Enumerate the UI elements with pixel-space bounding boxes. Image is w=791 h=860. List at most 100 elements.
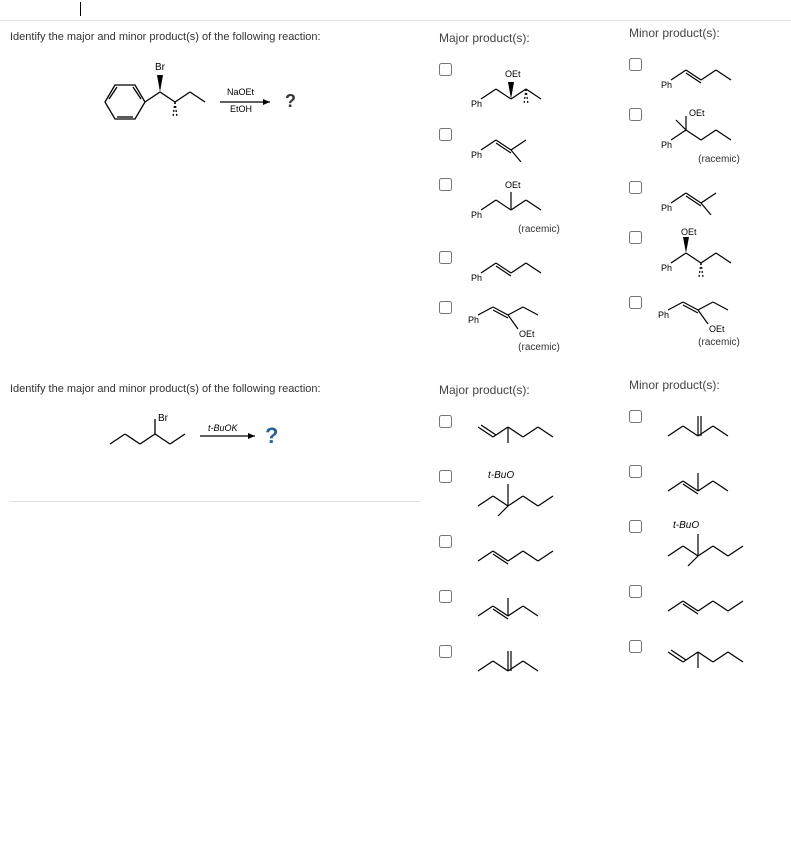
q2-minor-title: Minor product(s): (629, 378, 785, 392)
q2-prompt: Identify the major and minor product(s) … (10, 383, 420, 395)
q2-minor-check-5[interactable] (629, 640, 642, 653)
q2-reaction-svg: Br t-BuOK ? (100, 409, 330, 459)
q2-minor-opt-4 (625, 579, 785, 624)
q2-major-check-2[interactable] (439, 470, 452, 483)
svg-text:Ph: Ph (471, 150, 482, 160)
q2-major-opt-3 (435, 529, 615, 574)
q2-major-col: Major product(s): t-BuO (430, 373, 620, 704)
svg-text:Ph: Ph (471, 99, 482, 109)
q1-minor-opt-5: Ph OEt (racemic) (625, 290, 785, 348)
q2-minor-check-2[interactable] (629, 465, 642, 478)
q1-major-col: Major product(s): Ph OEt (430, 21, 620, 373)
q2-minor-opt-3: t-BuO (625, 514, 785, 569)
q1-minor-check-2[interactable] (629, 108, 642, 121)
svg-text:OEt: OEt (505, 180, 521, 190)
q1-minor-col: Minor product(s): Ph (620, 21, 790, 373)
q1-major-3-racemic: (racemic) (463, 224, 615, 235)
q1-minor-check-1[interactable] (629, 58, 642, 71)
q2-reaction: Br t-BuOK ? (10, 401, 420, 471)
q2-minor-struct-3: t-BuO (653, 514, 785, 569)
q2-minor-opt-5 (625, 634, 785, 679)
q1-br-label: Br (155, 62, 166, 73)
svg-text:Ph: Ph (468, 315, 479, 325)
q1-reaction: Br NaOEt EtOH ? (10, 49, 420, 149)
q2-major-title: Major product(s): (439, 383, 615, 397)
q1-minor-struct-4: Ph OEt (653, 225, 785, 280)
q1-major-5-racemic: (racemic) (463, 342, 615, 353)
q1-major-opt-5: Ph OEt (racemic) (435, 295, 615, 353)
q1-minor-struct-1: Ph (653, 52, 785, 92)
q1-major-opt-4: Ph (435, 245, 615, 285)
q2-minor-opt-2 (625, 459, 785, 504)
svg-text:t-BuO: t-BuO (673, 520, 699, 531)
q1-reaction-svg: Br NaOEt EtOH ? (85, 57, 345, 137)
svg-text:Ph: Ph (658, 310, 669, 320)
q1-reagent-top: NaOEt (227, 87, 255, 97)
svg-text:OEt: OEt (689, 108, 705, 118)
q2-minor-check-1[interactable] (629, 410, 642, 423)
q2-qmark: ? (265, 423, 278, 448)
q2-major-check-3[interactable] (439, 535, 452, 548)
q1-major-struct-4: Ph (463, 245, 615, 285)
q2-minor-struct-5 (653, 634, 785, 679)
q2-minor-check-3[interactable] (629, 520, 642, 533)
q1-major-struct-3: Ph OEt (racemic) (463, 172, 615, 235)
svg-text:Ph: Ph (661, 80, 672, 90)
q1-prompt: Identify the major and minor product(s) … (10, 31, 420, 43)
q2-major-struct-3 (463, 529, 615, 574)
q1-minor-struct-2: Ph OEt (racemic) (653, 102, 785, 165)
text-cursor (80, 2, 81, 16)
svg-text:Ph: Ph (471, 273, 482, 283)
q1-minor-opt-2: Ph OEt (racemic) (625, 102, 785, 165)
q2-minor-check-4[interactable] (629, 585, 642, 598)
q2-minor-opt-1 (625, 404, 785, 449)
q1-minor-5-racemic: (racemic) (653, 337, 785, 348)
q1-major-check-1[interactable] (439, 63, 452, 76)
q2-minor-struct-4 (653, 579, 785, 624)
q2-major-opt-2: t-BuO (435, 464, 615, 519)
q2-major-opt-5 (435, 639, 615, 684)
svg-text:Br: Br (158, 413, 169, 424)
q1-major-check-2[interactable] (439, 128, 452, 141)
q2-minor-struct-2 (653, 459, 785, 504)
q1-major-opt-1: Ph OEt (435, 57, 615, 112)
q1-minor-opt-4: Ph OEt (625, 225, 785, 280)
q1-minor-struct-3: Ph (653, 175, 785, 215)
svg-text:Ph: Ph (471, 210, 482, 220)
top-bar (0, 0, 791, 20)
q1-major-struct-5: Ph OEt (racemic) (463, 295, 615, 353)
q1-minor-check-4[interactable] (629, 231, 642, 244)
svg-text:Ph: Ph (661, 203, 672, 213)
svg-text:OEt: OEt (519, 329, 535, 339)
q2-major-check-4[interactable] (439, 590, 452, 603)
q1-minor-check-5[interactable] (629, 296, 642, 309)
q2-minor-col: Minor product(s): (620, 373, 790, 704)
svg-text:Ph: Ph (661, 140, 672, 150)
q1-minor-2-racemic: (racemic) (653, 154, 785, 165)
q1-major-check-5[interactable] (439, 301, 452, 314)
q1-major-check-3[interactable] (439, 178, 452, 191)
svg-text:t-BuOK: t-BuOK (208, 423, 239, 433)
q1-major-struct-2: Ph (463, 122, 615, 162)
q2-major-check-1[interactable] (439, 415, 452, 428)
q1-major-opt-2: Ph (435, 122, 615, 162)
q1-major-check-4[interactable] (439, 251, 452, 264)
svg-text:OEt: OEt (681, 227, 697, 237)
q1-minor-title: Minor product(s): (629, 26, 785, 40)
q1-left: Identify the major and minor product(s) … (0, 21, 430, 373)
q2-major-check-5[interactable] (439, 645, 452, 658)
q2-divider (10, 501, 420, 502)
q2-major-opt-1 (435, 409, 615, 454)
q1-minor-opt-1: Ph (625, 52, 785, 92)
q2-major-struct-4 (463, 584, 615, 629)
q2-major-opt-4 (435, 584, 615, 629)
q1-major-struct-1: Ph OEt (463, 57, 615, 112)
q2-major-struct-5 (463, 639, 615, 684)
q1-minor-check-3[interactable] (629, 181, 642, 194)
q1-minor-struct-5: Ph OEt (racemic) (653, 290, 785, 348)
q1-minor-opt-3: Ph (625, 175, 785, 215)
q1-qmark: ? (285, 91, 296, 111)
svg-text:t-BuO: t-BuO (488, 470, 514, 481)
question-1-row: Identify the major and minor product(s) … (0, 21, 791, 373)
svg-text:Ph: Ph (661, 263, 672, 273)
